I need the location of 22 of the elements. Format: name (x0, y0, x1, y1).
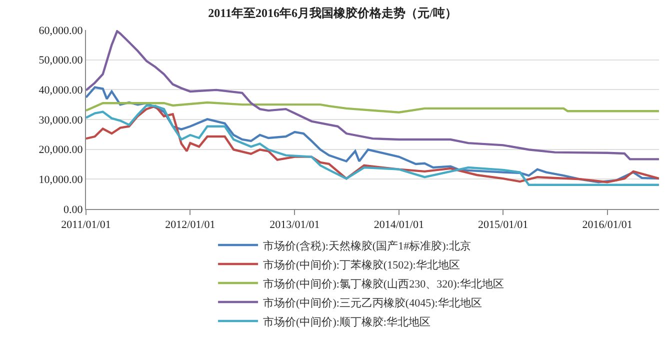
y-tick-label: 10,000.00 (38, 174, 84, 186)
legend-label: 市场价(中间价):顺丁橡胶:华北地区 (263, 315, 430, 328)
x-tick-label: 2015/01/01 (478, 219, 528, 232)
legend-label: 市场价(中间价):三元乙丙橡胶(4045):华北地区 (263, 296, 482, 310)
x-tick-label: 2014/01/01 (374, 219, 424, 232)
x-tick-label: 2011/01/01 (61, 219, 111, 232)
x-tick-label: 2013/01/01 (270, 219, 320, 232)
y-tick-label: 20,000.00 (38, 144, 84, 156)
legend-label: 市场价(中间价):氯丁橡胶(山西230、320):华北地区 (263, 277, 504, 290)
chart-title: 2011年至2016年6月我国橡胶价格走势（元/吨） (208, 6, 457, 20)
line-series (86, 30, 659, 160)
y-tick-label: 0.00 (64, 204, 84, 216)
line-series (86, 101, 659, 114)
y-tick-label: 40,000.00 (38, 84, 84, 97)
x-tick-label: 2016/01/01 (582, 219, 632, 232)
y-tick-label: 50,000.00 (38, 54, 84, 67)
legend-label: 市场价(中间价):丁苯橡胶(1502):华北地区 (263, 258, 460, 272)
line-series (86, 86, 659, 184)
y-tick-label: 60,000.00 (38, 24, 84, 37)
y-tick-label: 30,000.00 (38, 114, 84, 126)
x-tick-label: 2012/01/01 (165, 219, 216, 232)
legend-label: 市场价(含税):天然橡胶(国产1#标准胶):北京 (263, 239, 471, 252)
